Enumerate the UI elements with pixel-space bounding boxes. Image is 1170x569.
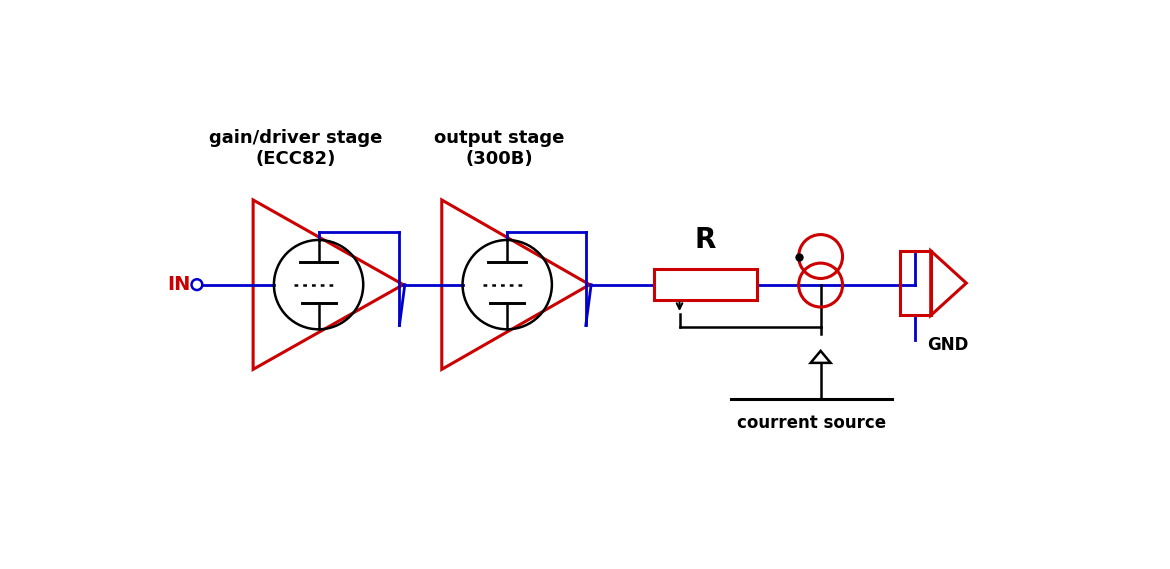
Text: R: R [695, 226, 716, 254]
Bar [654, 269, 757, 300]
Text: gain/driver stage
(ECC82): gain/driver stage (ECC82) [208, 129, 383, 168]
Text: output stage
(300B): output stage (300B) [434, 129, 565, 168]
Text: GND: GND [927, 336, 969, 354]
Text: IN: IN [167, 275, 191, 294]
Text: courrent source: courrent source [737, 414, 886, 432]
Bar [900, 251, 930, 315]
